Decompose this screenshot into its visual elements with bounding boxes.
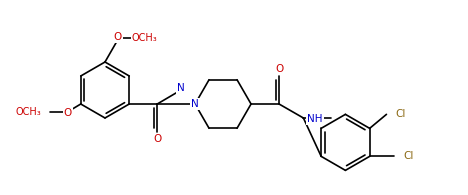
Text: Cl: Cl [403, 151, 413, 161]
Text: N: N [177, 83, 185, 93]
Text: OCH₃: OCH₃ [15, 107, 41, 117]
Text: O: O [114, 32, 122, 42]
Text: Cl: Cl [395, 109, 406, 119]
Text: O: O [275, 64, 283, 74]
Text: OCH₃: OCH₃ [132, 33, 158, 43]
Text: N: N [191, 99, 199, 109]
Text: O: O [153, 134, 161, 144]
Text: NH: NH [307, 114, 323, 124]
Text: O: O [64, 108, 72, 118]
